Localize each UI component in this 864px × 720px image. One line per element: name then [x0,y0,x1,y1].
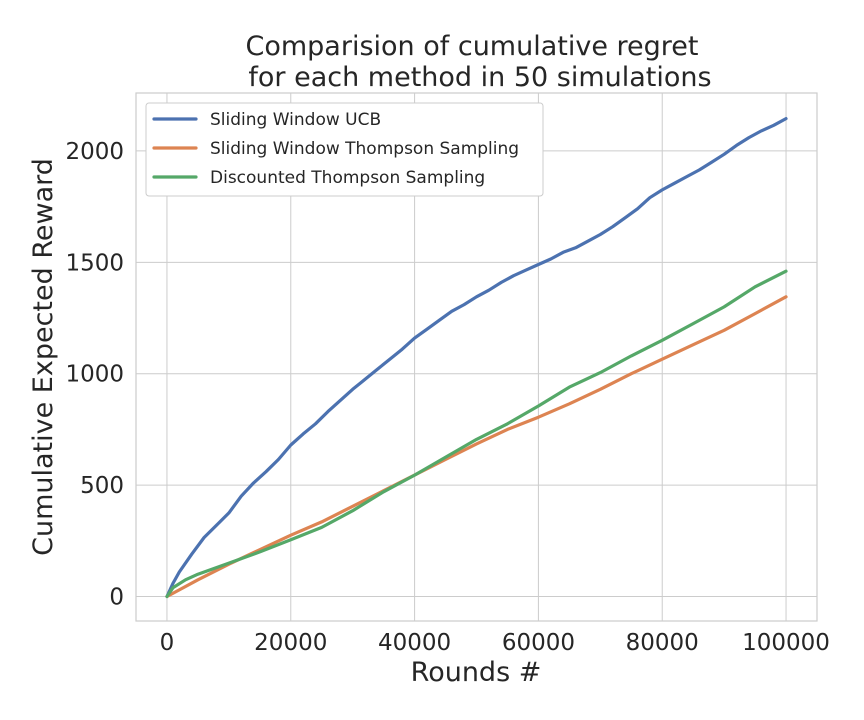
legend: Sliding Window UCB Sliding Window Thompso… [145,102,544,197]
x-tick-label: 40000 [378,630,451,656]
x-axis-label: Rounds # [411,657,542,688]
series-line [165,269,788,599]
legend-label: Sliding Window UCB [210,110,381,130]
x-axis-ticks: 0 20000 40000 60000 80000 100000 [160,630,830,656]
x-tick-label: 60000 [502,630,575,656]
y-axis-ticks: 0 500 1000 1500 2000 [65,139,124,611]
legend-label: Discounted Thompson Sampling [210,168,485,188]
y-tick-label: 1500 [65,250,124,276]
x-tick-label: 20000 [254,630,327,656]
y-axis-label: Cumulative Expected Reward [28,158,59,556]
chart-title-line-2: for each method in 50 simulations [248,62,711,93]
x-tick-label: 100000 [742,630,830,656]
x-tick-label: 80000 [626,630,699,656]
legend-box [145,102,544,197]
x-tick-label: 0 [160,630,175,656]
legend-label: Sliding Window Thompson Sampling [210,139,519,159]
legend-items: Sliding Window UCB Sliding Window Thompso… [152,110,519,188]
y-tick-label: 0 [109,584,124,610]
series-lines [165,116,788,599]
plot-frame [135,92,818,622]
y-tick-label: 2000 [65,139,124,165]
y-tick-label: 500 [80,473,124,499]
y-tick-label: 1000 [65,362,124,388]
series-line [165,116,788,599]
series-line [165,295,788,599]
chart-title-line-1: Comparision of cumulative regret [246,31,699,62]
